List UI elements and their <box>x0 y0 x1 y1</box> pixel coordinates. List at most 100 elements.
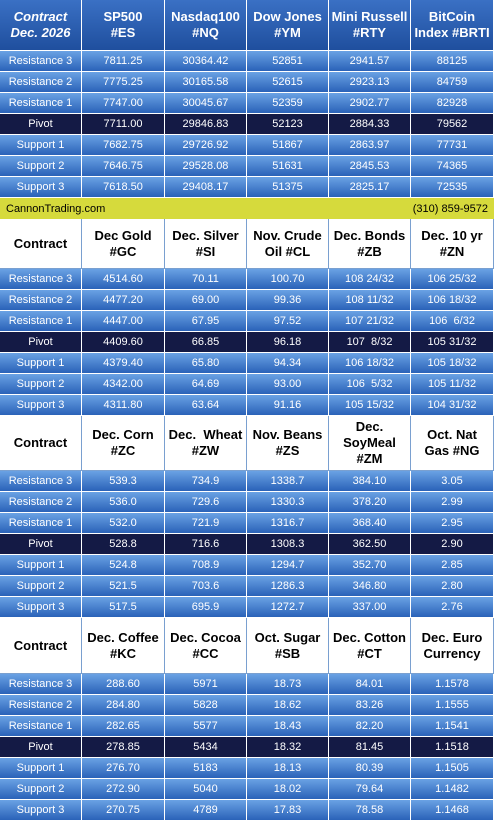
price-cell: 18.32 <box>247 737 329 758</box>
price: 51375 <box>272 181 303 193</box>
header-cell: SP500 #ES <box>82 0 165 51</box>
price-cell: 105 11/32 <box>411 374 494 395</box>
price-cell: 96.18 <box>247 332 329 353</box>
row-label: Support 2 <box>0 779 82 800</box>
price: 4447.00 <box>103 315 143 327</box>
price-cell: 5828 <box>165 695 247 716</box>
price-cell: 7811.25 <box>82 51 165 72</box>
row-label: Support 1 <box>0 353 82 374</box>
price: 77731 <box>436 139 468 151</box>
price-cell: 734.9 <box>165 471 247 492</box>
price: 17.83 <box>273 804 302 816</box>
header-text: BitCoin <box>428 9 476 24</box>
price: 721.9 <box>191 517 220 529</box>
price: 1308.3 <box>270 538 305 550</box>
row-label-text: Resistance 2 <box>8 294 73 306</box>
header-cell: Mini Russell #RTY <box>329 0 411 51</box>
price: 528.8 <box>109 538 137 550</box>
price-cell: 4789 <box>165 800 247 821</box>
price-cell: 276.70 <box>82 758 165 779</box>
price: 106 6/32 <box>429 315 475 327</box>
row-label: Resistance 3 <box>0 674 82 695</box>
row-label: Resistance 3 <box>0 471 82 492</box>
header-cell: Nov. Beans #ZS <box>247 416 329 471</box>
price-cell: 29408.17 <box>165 177 247 198</box>
header-text: Nasdaq100 <box>171 9 240 24</box>
price-cell: 1.1482 <box>411 779 494 800</box>
price: 88125 <box>436 55 468 67</box>
price-cell: 52851 <box>247 51 329 72</box>
price: 29528.08 <box>182 160 229 172</box>
header-cell: Nasdaq100 #NQ <box>165 0 247 51</box>
price: 1.1578 <box>435 678 469 690</box>
price: 2.85 <box>441 559 463 571</box>
header-text: Contract <box>13 9 68 24</box>
price: 5577 <box>193 720 218 732</box>
price-cell: 82.20 <box>329 716 411 737</box>
row-label: Pivot <box>0 534 82 555</box>
price-cell: 79.64 <box>329 779 411 800</box>
row-label-text: Support 3 <box>16 181 65 193</box>
price: 272.90 <box>106 783 140 795</box>
price-cell: 52359 <box>247 93 329 114</box>
price: 18.73 <box>273 678 302 690</box>
header-text: Dec. Cocoa <box>170 629 241 645</box>
header-text: #GC <box>109 243 137 259</box>
price: 288.60 <box>106 678 140 690</box>
price-cell: 5577 <box>165 716 247 737</box>
price: 80.39 <box>355 762 384 774</box>
row-label-text: Support 1 <box>16 139 65 151</box>
row-label: Pivot <box>0 114 82 135</box>
price-cell: 708.9 <box>165 555 247 576</box>
price: 1294.7 <box>270 559 305 571</box>
price-cell: 63.64 <box>165 395 247 416</box>
price-cell: 270.75 <box>82 800 165 821</box>
price-cell: 29528.08 <box>165 156 247 177</box>
header-text: #ZN <box>439 243 465 259</box>
price-cell: 82928 <box>411 93 494 114</box>
row-label: Pivot <box>0 332 82 353</box>
price: 106 5/32 <box>346 378 393 390</box>
row-label: Support 1 <box>0 758 82 779</box>
header-text: Gas #NG <box>424 443 480 458</box>
price-cell: 4379.40 <box>82 353 165 374</box>
header-text: Dec. Wheat <box>168 427 243 442</box>
price-cell: 5040 <box>165 779 247 800</box>
price: 105 11/32 <box>427 378 477 390</box>
price: 66.85 <box>191 336 220 348</box>
header-text: #CT <box>357 645 382 661</box>
header-cell: Dec. 10 yr #ZN <box>411 219 494 269</box>
price-cell: 17.83 <box>247 800 329 821</box>
price-cell: 5971 <box>165 674 247 695</box>
price-cell: 106 18/32 <box>411 290 494 311</box>
price-cell: 2863.97 <box>329 135 411 156</box>
header-text: #SB <box>274 645 301 661</box>
price-cell: 70.11 <box>165 269 247 290</box>
price-cell: 337.00 <box>329 597 411 618</box>
price: 539.3 <box>109 475 137 487</box>
header-text: #RTY <box>352 25 387 40</box>
header-cell: Dec. Euro Currency <box>411 618 494 674</box>
price: 536.0 <box>109 496 137 508</box>
header-text: Dec. Corn <box>92 427 154 442</box>
row-label: Resistance 3 <box>0 269 82 290</box>
price: 107 21/32 <box>345 315 394 327</box>
price: 378.20 <box>352 496 387 508</box>
price-cell: 2902.77 <box>329 93 411 114</box>
price: 4477.20 <box>103 294 143 306</box>
price: 1316.7 <box>270 517 305 529</box>
price-cell: 716.6 <box>165 534 247 555</box>
price-cell: 29846.83 <box>165 114 247 135</box>
row-label-text: Resistance 2 <box>8 76 73 88</box>
row-label: Resistance 2 <box>0 695 82 716</box>
price: 94.34 <box>273 357 302 369</box>
price-cell: 4514.60 <box>82 269 165 290</box>
banner-site: CannonTrading.com <box>6 202 106 215</box>
header-text: #YM <box>274 25 301 40</box>
price-cell: 81.45 <box>329 737 411 758</box>
price-cell: 524.8 <box>82 555 165 576</box>
price-cell: 1316.7 <box>247 513 329 534</box>
row-label: Resistance 1 <box>0 93 82 114</box>
price-cell: 2825.17 <box>329 177 411 198</box>
price-cell: 2.80 <box>411 576 494 597</box>
